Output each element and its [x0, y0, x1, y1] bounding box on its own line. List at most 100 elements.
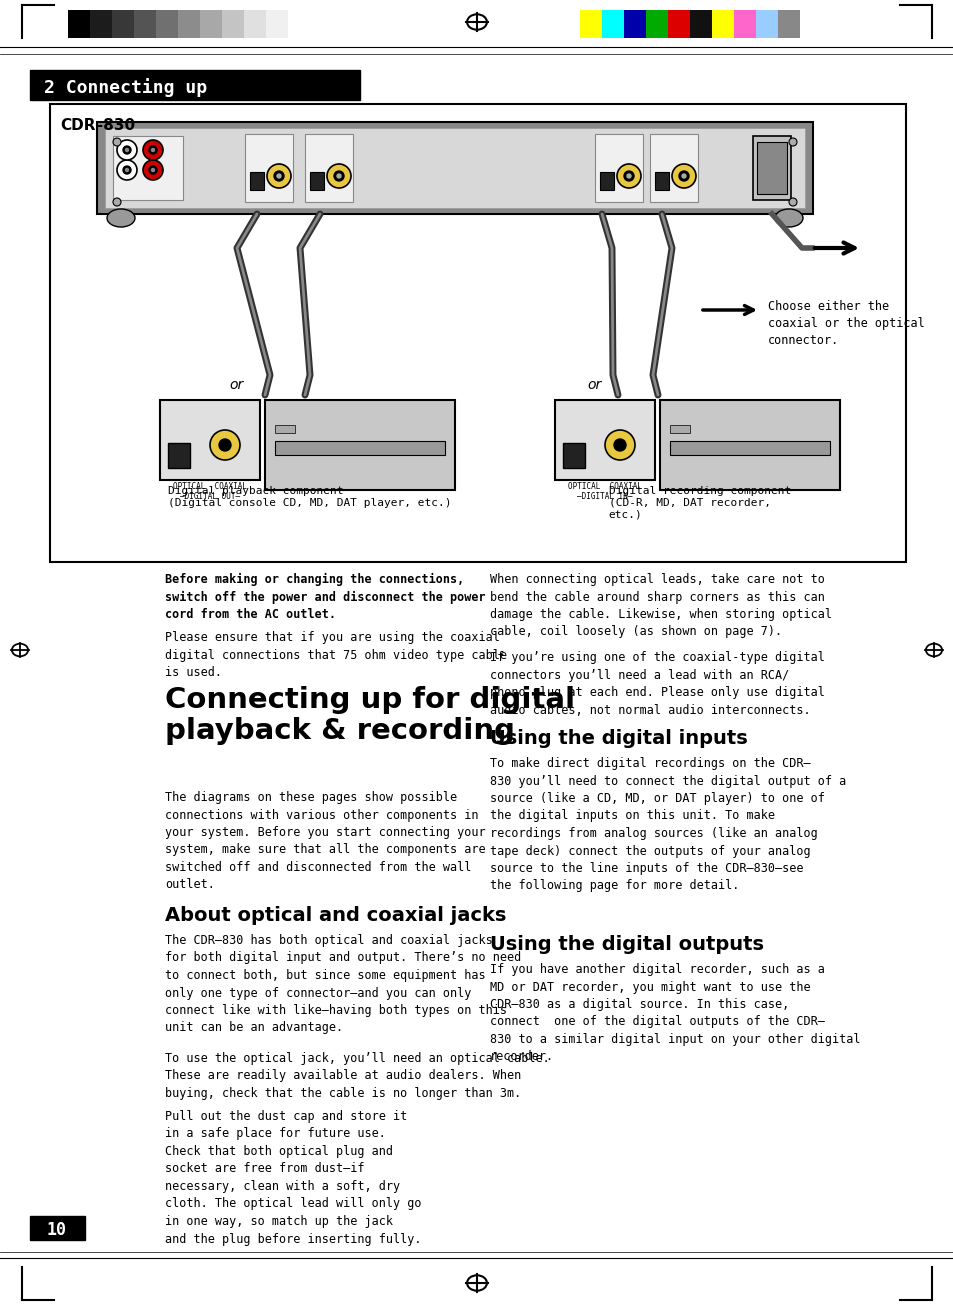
- Text: Pull out the dust cap and store it
in a safe place for future use.
Check that bo: Pull out the dust cap and store it in a …: [165, 1111, 421, 1245]
- Bar: [105, 128, 804, 207]
- Circle shape: [143, 140, 163, 161]
- Text: If you have another digital recorder, such as a
MD or DAT recorder, you might wa: If you have another digital recorder, su…: [490, 963, 860, 1064]
- Circle shape: [681, 174, 685, 177]
- Bar: [50, 104, 905, 562]
- Text: Using the digital outputs: Using the digital outputs: [490, 934, 763, 954]
- Circle shape: [617, 164, 640, 188]
- Bar: [752, 136, 790, 200]
- Text: OPTICAL  COAXIAL
—DIGITAL OUT—: OPTICAL COAXIAL —DIGITAL OUT—: [172, 482, 247, 501]
- Text: Please ensure that if you are using the coaxial
digital connections that 75 ohm : Please ensure that if you are using the …: [165, 632, 506, 679]
- Bar: [265, 401, 455, 489]
- Text: The diagrams on these pages show possible
connections with various other compone: The diagrams on these pages show possibl…: [165, 791, 485, 891]
- Circle shape: [123, 166, 131, 174]
- Ellipse shape: [774, 209, 802, 227]
- Text: Connecting up for digital
playback & recording: Connecting up for digital playback & rec…: [165, 686, 575, 745]
- Circle shape: [623, 171, 634, 181]
- Text: Before making or changing the connections,
switch off the power and disconnect t: Before making or changing the connection…: [165, 573, 485, 621]
- Text: 2 Connecting up: 2 Connecting up: [44, 78, 207, 98]
- Circle shape: [267, 164, 291, 188]
- Bar: [30, 1216, 85, 1240]
- Bar: [755, 10, 778, 38]
- Circle shape: [152, 168, 154, 171]
- Bar: [30, 70, 359, 100]
- Bar: [667, 10, 689, 38]
- Text: When connecting optical leads, take care not to
bend the cable around sharp corn: When connecting optical leads, take care…: [490, 573, 831, 638]
- Bar: [112, 10, 133, 38]
- Circle shape: [117, 161, 137, 180]
- Bar: [245, 134, 293, 202]
- Circle shape: [112, 198, 121, 206]
- Text: Choose either the
coaxial or the optical
connector.: Choose either the coaxial or the optical…: [767, 300, 923, 347]
- Text: To make direct digital recordings on the CDR–
830 you’ll need to connect the dig: To make direct digital recordings on the…: [490, 757, 845, 893]
- Bar: [274, 441, 444, 455]
- Bar: [133, 10, 156, 38]
- Circle shape: [112, 138, 121, 146]
- Text: CDR–830: CDR–830: [60, 119, 135, 133]
- Circle shape: [143, 161, 163, 180]
- Bar: [160, 401, 260, 480]
- Circle shape: [276, 174, 281, 177]
- Bar: [659, 401, 840, 489]
- Text: To use the optical jack, you’ll need an optical cable.
These are readily availab: To use the optical jack, you’ll need an …: [165, 1052, 549, 1100]
- Bar: [649, 134, 698, 202]
- Circle shape: [327, 164, 351, 188]
- Circle shape: [152, 149, 154, 151]
- Bar: [645, 10, 667, 38]
- Circle shape: [149, 166, 157, 174]
- Text: The CDR–830 has both optical and coaxial jacks
for both digital input and output: The CDR–830 has both optical and coaxial…: [165, 934, 520, 1035]
- Bar: [623, 10, 645, 38]
- Circle shape: [117, 140, 137, 161]
- Bar: [274, 425, 294, 433]
- Text: If you’re using one of the coaxial-type digital
connectors you’ll need a lead wi: If you’re using one of the coaxial-type …: [490, 651, 824, 716]
- Bar: [168, 442, 190, 468]
- Bar: [757, 142, 786, 194]
- Circle shape: [126, 149, 129, 151]
- Bar: [68, 10, 90, 38]
- Text: Digital recording component
(CD-R, MD, DAT recorder,
etc.): Digital recording component (CD-R, MD, D…: [608, 485, 790, 519]
- Bar: [689, 10, 711, 38]
- Circle shape: [604, 431, 635, 459]
- Circle shape: [219, 438, 231, 452]
- Bar: [655, 172, 668, 191]
- Text: Digital playback component
(Digital console CD, MD, DAT player, etc.): Digital playback component (Digital cons…: [168, 485, 452, 508]
- Bar: [288, 10, 310, 38]
- Circle shape: [149, 146, 157, 154]
- Bar: [579, 10, 601, 38]
- Bar: [595, 134, 642, 202]
- Circle shape: [614, 438, 625, 452]
- Bar: [711, 10, 733, 38]
- Bar: [733, 10, 755, 38]
- Bar: [555, 401, 655, 480]
- Bar: [250, 172, 264, 191]
- Bar: [310, 172, 324, 191]
- Bar: [244, 10, 266, 38]
- Bar: [562, 442, 584, 468]
- Circle shape: [210, 431, 240, 459]
- Circle shape: [274, 171, 284, 181]
- Bar: [90, 10, 112, 38]
- Text: or: or: [229, 378, 243, 392]
- Bar: [305, 134, 353, 202]
- Bar: [200, 10, 222, 38]
- Bar: [266, 10, 288, 38]
- Bar: [97, 121, 812, 214]
- Circle shape: [788, 198, 796, 206]
- Bar: [222, 10, 244, 38]
- Circle shape: [334, 171, 344, 181]
- Bar: [599, 172, 614, 191]
- Circle shape: [626, 174, 630, 177]
- Circle shape: [679, 171, 688, 181]
- Bar: [669, 441, 829, 455]
- Bar: [778, 10, 800, 38]
- Circle shape: [123, 146, 131, 154]
- Text: OPTICAL  COAXIAL
—DIGITAL IN—: OPTICAL COAXIAL —DIGITAL IN—: [567, 482, 641, 501]
- Text: or: or: [586, 378, 600, 392]
- Bar: [156, 10, 178, 38]
- Circle shape: [671, 164, 696, 188]
- Text: 10: 10: [47, 1221, 67, 1238]
- Bar: [112, 136, 183, 200]
- Circle shape: [788, 138, 796, 146]
- Text: About optical and coaxial jacks: About optical and coaxial jacks: [165, 906, 506, 925]
- Circle shape: [126, 168, 129, 171]
- Bar: [178, 10, 200, 38]
